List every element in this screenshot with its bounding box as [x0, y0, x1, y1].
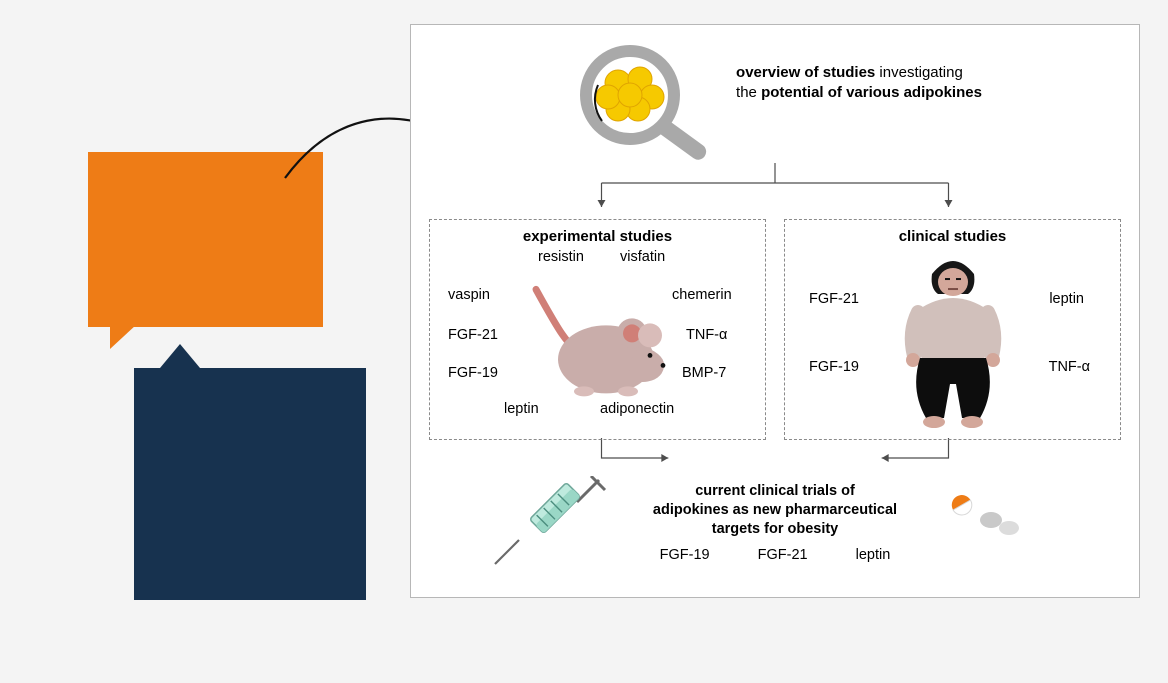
overview-text: overview of studies investigating the po…	[736, 63, 982, 104]
trials-line1: current clinical trials of	[695, 483, 855, 499]
magnifier-icon	[568, 43, 718, 163]
clin-leptin: leptin	[1049, 291, 1084, 307]
overview-bold-1: overview of studies	[736, 64, 875, 81]
exp-vaspin: vaspin	[448, 287, 490, 303]
trials-line2: adipokines as new pharmarceutical	[653, 502, 897, 518]
speech-bubble-navy	[134, 368, 366, 600]
clin-tnfa: TNF-α	[1049, 359, 1090, 375]
experimental-box: experimental studies resistin visfatin v…	[429, 219, 766, 440]
trials-line3: targets for obesity	[712, 521, 839, 537]
clin-fgf21: FGF-21	[809, 291, 859, 307]
exp-bmp7: BMP-7	[682, 365, 726, 381]
trials-leptin: leptin	[856, 547, 891, 563]
trials-fgf19: FGF-19	[660, 547, 710, 563]
overview-plain-1: investigating	[875, 64, 963, 81]
exp-leptin: leptin	[504, 401, 539, 417]
exp-tnfa: TNF-α	[686, 327, 727, 343]
trials-fgf21: FGF-21	[758, 547, 808, 563]
exp-resistin: resistin	[538, 249, 584, 265]
exp-fgf19: FGF-19	[448, 365, 498, 381]
pills-icon	[943, 484, 1023, 540]
overview-bold-2: potential of various adipokines	[761, 84, 982, 101]
exp-chemerin: chemerin	[672, 287, 732, 303]
clinical-title: clinical studies	[795, 228, 1110, 245]
exp-fgf21: FGF-21	[448, 327, 498, 343]
syringe-icon	[489, 476, 609, 576]
overview-plain-2: the	[736, 84, 761, 101]
fork-connector-icon	[429, 163, 1121, 219]
exp-visfatin: visfatin	[620, 249, 665, 265]
clinical-box: clinical studies FGF-21 leptin FGF-19 TN…	[784, 219, 1121, 440]
trials-text: current clinical trials of adipokines as…	[653, 482, 897, 539]
mouse-icon	[528, 279, 668, 399]
main-panel: overview of studies investigating the po…	[410, 24, 1140, 598]
exp-adiponectin: adiponectin	[600, 401, 674, 417]
experimental-title: experimental studies	[440, 228, 755, 245]
clin-fgf19: FGF-19	[809, 359, 859, 375]
person-icon	[898, 256, 1008, 432]
